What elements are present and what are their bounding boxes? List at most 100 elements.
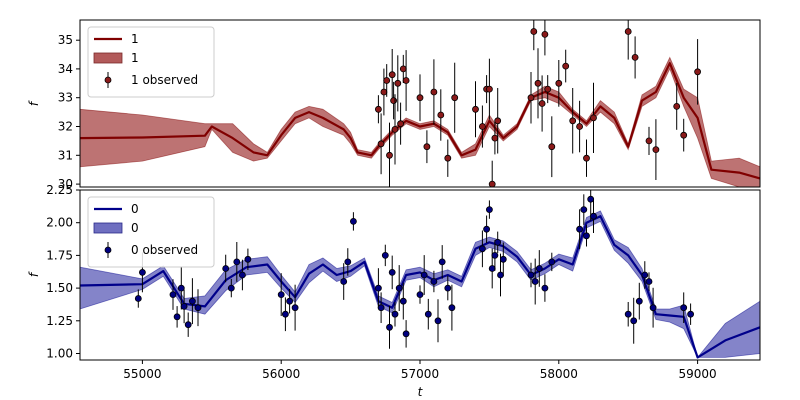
- bottom-legend-box: [87, 196, 215, 268]
- bot-observed-point: [134, 295, 142, 302]
- top-observed-point: [576, 123, 583, 130]
- bot-observed-point: [194, 304, 202, 312]
- bot-y-tick-label: 1.25: [46, 314, 73, 328]
- top-y-tick-label: 34: [58, 62, 73, 76]
- top-observed-point: [694, 68, 701, 76]
- bot-observed-point: [374, 284, 382, 292]
- bot-observed-point: [527, 271, 535, 279]
- bottom-observed-points: [134, 190, 694, 349]
- top-legend-entry-band: 1: [131, 51, 139, 65]
- bot-observed-point: [391, 310, 399, 318]
- top-observed-point: [645, 137, 653, 145]
- bot-observed-point: [624, 310, 632, 318]
- top-observed-point: [590, 114, 597, 122]
- bot-observed-point: [483, 225, 491, 233]
- bot-observed-point: [381, 251, 389, 259]
- bot-y-tick-label: 2.00: [46, 216, 73, 230]
- bot-y-tick-label: 2.25: [46, 183, 73, 197]
- bottom-mean-line: [79, 215, 761, 359]
- bot-observed-point: [444, 284, 452, 292]
- bot-observed-point: [388, 268, 396, 276]
- bot-observed-point: [238, 271, 246, 279]
- bot-y-tick-label: 1.75: [46, 248, 73, 262]
- top-observed-point: [391, 125, 399, 133]
- top-observed-point: [388, 71, 396, 79]
- top-observed-point: [555, 79, 563, 87]
- top-observed-point: [472, 105, 479, 113]
- bot-observed-point: [478, 245, 486, 253]
- top-y-tick-label: 33: [58, 91, 73, 105]
- bot-observed-point: [344, 258, 352, 266]
- top-observed-point: [569, 117, 577, 125]
- top-y-tick-label: 35: [58, 33, 73, 47]
- bot-observed-point: [169, 291, 177, 299]
- bot-observed-point: [497, 271, 504, 279]
- top-observed-point: [538, 100, 546, 107]
- bot-observed-point: [424, 310, 432, 318]
- bot-observed-point: [281, 310, 289, 318]
- bot-observed-point: [420, 271, 428, 279]
- bot-observed-point: [177, 284, 185, 292]
- top-observed-point: [399, 65, 407, 73]
- bot-observed-point: [233, 258, 241, 266]
- bot-observed-point: [180, 302, 188, 310]
- bot-observed-point: [485, 206, 493, 214]
- bot-y-tick-label: 1.50: [46, 281, 73, 295]
- top-y-tick-label: 31: [58, 148, 73, 162]
- top-observed-point: [430, 88, 438, 96]
- top-observed-point: [624, 28, 632, 35]
- top-observed-point: [374, 105, 382, 113]
- bot-observed-point: [448, 304, 456, 312]
- bot-observed-point: [645, 278, 653, 285]
- bot-observed-point: [587, 195, 595, 203]
- top-observed-point: [394, 79, 402, 87]
- bot-observed-point: [377, 304, 385, 312]
- bot-y-tick-label: 1.00: [46, 347, 73, 361]
- bot-mean-path: [79, 215, 761, 359]
- x-tick-label: 58000: [540, 367, 578, 381]
- bot-observed-point: [386, 323, 393, 331]
- bot-observed-point: [138, 268, 146, 276]
- top-observed-point: [527, 94, 535, 102]
- top-legend-entry-mean: 1: [131, 32, 139, 46]
- top-mean-line: [79, 62, 761, 180]
- bot-observed-point: [173, 313, 181, 321]
- top-observed-point: [485, 85, 493, 93]
- top-observed-point: [478, 123, 486, 130]
- top-observed-point: [383, 77, 391, 84]
- top-observed-points: [374, 20, 701, 188]
- top-observed-point: [380, 88, 388, 96]
- bottom-y-axis-label: f: [27, 271, 41, 277]
- top-mean-path: [79, 62, 761, 180]
- bottom-legend: 0 0 0 observed: [87, 196, 215, 268]
- top-observed-point: [423, 143, 431, 151]
- bot-observed-point: [541, 284, 549, 292]
- top-observed-point: [494, 117, 502, 125]
- top-y-tick-label: 30: [58, 177, 73, 191]
- bot-observed-point: [583, 232, 590, 240]
- bottom-legend-entry-band: 0: [131, 221, 139, 235]
- top-observed-point: [562, 62, 570, 70]
- bot-observed-point: [222, 265, 230, 272]
- bot-observed-point: [580, 206, 588, 214]
- top-legend: 1 1 1 observed: [87, 26, 215, 98]
- top-y-ticks: 30 31 32 33 34 35: [58, 33, 80, 191]
- bot-observed-point: [349, 217, 357, 225]
- top-observed-point: [397, 120, 405, 128]
- top-y-tick-label: 32: [58, 120, 73, 134]
- bot-observed-point: [395, 284, 403, 292]
- bot-observed-point: [680, 304, 688, 312]
- top-observed-point: [451, 94, 459, 102]
- top-observed-point: [544, 85, 552, 93]
- bot-observed-point: [491, 251, 499, 259]
- x-tick-label: 55000: [123, 367, 161, 381]
- bottom-x-ticks: 55000 56000 57000 58000 59000: [123, 360, 717, 381]
- top-legend-box: [87, 26, 215, 98]
- bot-observed-point: [535, 265, 543, 272]
- top-legend-band-swatch: [93, 52, 123, 64]
- top-observed-point: [530, 28, 538, 35]
- top-observed-point: [541, 31, 549, 38]
- bot-observed-point: [499, 255, 507, 263]
- bot-observed-point: [277, 291, 285, 299]
- bot-observed-point: [402, 330, 410, 338]
